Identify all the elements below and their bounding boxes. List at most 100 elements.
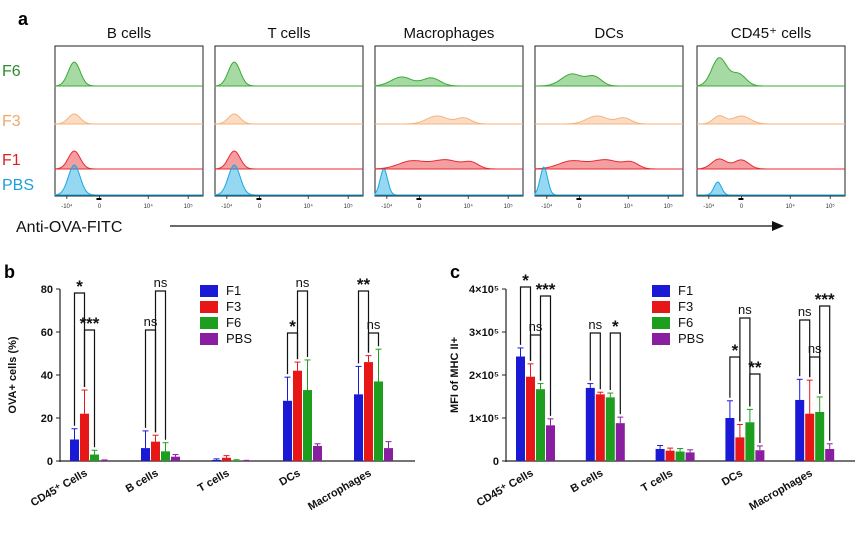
tick-label: -10⁴ [61, 203, 73, 210]
category-label: DCs [720, 467, 745, 488]
category-label: DCs [277, 467, 302, 488]
significance-bracket [519, 286, 532, 361]
histogram-curve-f6 [214, 61, 363, 87]
bar-pbs [825, 448, 835, 461]
significance-label: * [76, 277, 83, 296]
tick-label: 10⁴ [786, 203, 796, 210]
significance-label: ns [296, 275, 310, 290]
bar-pbs [171, 456, 180, 461]
category-label: T cells [196, 467, 232, 495]
bar-pbs [615, 423, 625, 461]
histogram-curve-f3 [535, 115, 683, 125]
bar-f6 [303, 390, 312, 461]
row-label-pbs: PBS [2, 177, 34, 194]
y-tick-label: 1×10⁵ [469, 413, 499, 425]
histogram-curve-f3 [214, 113, 363, 125]
histogram-frame [696, 45, 846, 197]
significance-bracket [729, 356, 741, 422]
significance-bracket [529, 334, 542, 381]
significance-label: ns [738, 302, 752, 317]
significance-bracket [609, 332, 621, 415]
bar-f6 [536, 389, 545, 461]
tick-label: 10⁵ [344, 203, 354, 210]
significance-label: ns [588, 317, 602, 332]
bar-f1 [212, 459, 221, 461]
histogram-curve-f3 [54, 113, 203, 125]
bar-pbs [313, 445, 322, 461]
bar-f1 [725, 418, 735, 461]
x-axis-arrowhead [772, 221, 784, 231]
y-tick-label: 20 [41, 413, 53, 425]
significance-label: * [522, 271, 529, 290]
histogram-title: T cells [267, 25, 310, 42]
y-tick-label: 60 [41, 327, 53, 339]
histogram-curve-pbs [54, 164, 203, 196]
tick-label: 0 [418, 204, 422, 210]
significance-bracket [367, 332, 380, 353]
tick-label: 10⁵ [664, 203, 674, 210]
bar-f3 [595, 394, 605, 461]
bar-f1 [585, 387, 595, 461]
significance-bracket [539, 295, 552, 416]
panel-b-bar-chart: b 0 20 40 60 80 OVA+ cells (%) CD45⁺ Cells B cel… [4, 262, 415, 513]
bar-f3 [80, 413, 89, 461]
y-axis-label: OVA+ cells (%) [7, 336, 19, 413]
bar-f6 [675, 451, 685, 461]
bar-pbs [685, 452, 695, 461]
category-label: B cells [124, 467, 161, 495]
bar-f1 [70, 439, 79, 461]
bar-pbs [100, 460, 109, 461]
tick-label: 0 [740, 204, 744, 210]
legend-swatch-f3 [652, 301, 670, 313]
histogram-title: DCs [594, 25, 623, 42]
category-label: B cells [569, 467, 606, 495]
bar-f3 [364, 362, 373, 461]
bar-f1 [655, 448, 665, 461]
bar-f6 [90, 454, 99, 461]
axis-minor-marker [416, 198, 422, 200]
tick-label: 10⁴ [464, 203, 474, 210]
bar-f3 [526, 376, 535, 461]
axis-minor-marker [738, 198, 744, 200]
y-tick-label: 80 [41, 284, 53, 296]
histogram-panel-1: B cells -10⁴ 0 10⁴ 10⁵ [54, 25, 204, 210]
bar-f3 [151, 441, 160, 461]
significance-bracket [286, 332, 299, 375]
tick-label: 0 [258, 204, 262, 210]
bar-f3 [805, 413, 815, 461]
axis-minor-marker [96, 198, 102, 200]
tick-label: -10⁴ [381, 203, 393, 210]
bar-pbs [755, 450, 765, 461]
histogram-curve-pbs [214, 164, 363, 196]
panel-c-bar-chart: c 0 1×10⁵ 2×10⁵ 3×10⁵ 4×10⁵ MFI of MHC II+ CD45… [449, 262, 855, 513]
significance-label: ns [529, 319, 543, 334]
legend-swatch-f6 [652, 317, 670, 329]
legend-label-f1: F1 [678, 283, 693, 298]
tick-label: 10⁵ [826, 203, 836, 210]
bar-f6 [232, 460, 241, 461]
significance-bracket [357, 290, 370, 364]
bar-f1 [283, 400, 292, 461]
axis-minor-marker [256, 198, 262, 200]
histogram-title: B cells [107, 25, 151, 42]
histogram-curve-pbs [374, 168, 523, 196]
legend-swatch-f1 [200, 285, 218, 297]
bar-f6 [161, 451, 170, 461]
histogram-curve-pbs [697, 181, 845, 196]
significance-label: ** [357, 275, 371, 294]
bar-f1 [141, 448, 150, 461]
row-label-f3: F3 [2, 113, 21, 130]
significance-label: *** [536, 280, 556, 299]
panel-letter: c [450, 262, 460, 282]
histogram-curve-f1 [534, 159, 683, 170]
y-tick-label: 3×10⁵ [469, 327, 499, 339]
bar-f6 [815, 411, 825, 461]
bar-pbs [546, 425, 555, 461]
x-axis-label: Anti-OVA-FITC [16, 219, 122, 236]
significance-bracket [809, 356, 821, 394]
histogram-panel-3: Macrophages -10⁴ 0 10⁴ 10⁵ [374, 25, 524, 210]
histogram-frame [214, 45, 364, 197]
axis-minor-marker [576, 198, 582, 200]
legend-label-pbs: PBS [226, 331, 252, 346]
